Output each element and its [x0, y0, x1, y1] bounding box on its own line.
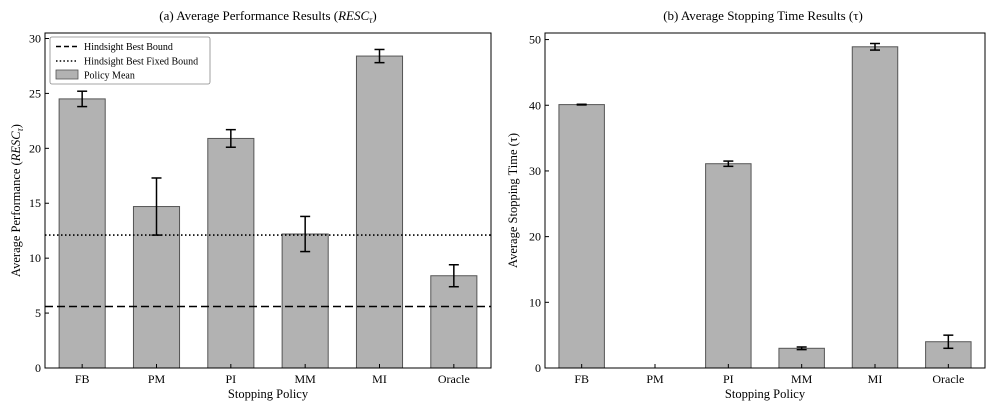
chart-b-bars — [558, 46, 972, 369]
chart-b-y-axis-label: Average Stopping Time (τ) — [506, 133, 520, 268]
chart-b-error-bars — [576, 42, 954, 351]
chart-b-y-tick-label: 10 — [529, 295, 541, 309]
chart-b-x-tick-label: MI — [868, 372, 883, 386]
chart-b-y-ticks: 0 10 20 30 40 50 — [529, 33, 549, 375]
chart-a-bar-mm — [281, 233, 329, 369]
chart-b-bar-mi — [851, 46, 899, 369]
chart-b-x-axis-label: Stopping Policy — [725, 387, 806, 401]
chart-b: (b) Average Stopping Time Results (τ) 0 1… — [506, 8, 986, 401]
chart-a-x-axis-label: Stopping Policy — [228, 387, 309, 401]
chart-a-bars — [58, 55, 478, 369]
chart-a-error-bar-pi — [225, 128, 236, 148]
legend-label-policy-mean: Policy Mean — [84, 71, 135, 82]
chart-a-x-ticks: FB PM PI MM MI Oracle — [75, 364, 470, 386]
legend-bar-swatch — [55, 69, 79, 80]
chart-b-x-ticks: FB PM PI MM MI Oracle — [574, 364, 964, 386]
chart-b-x-tick-label: FB — [574, 372, 589, 386]
chart-a-y-tick-label: 20 — [29, 141, 41, 155]
chart-a-y-tick-label: 0 — [35, 361, 41, 375]
legend-frame — [49, 36, 211, 85]
chart-a-bar-fb — [58, 98, 106, 369]
chart-b-y-tick-label: 50 — [529, 33, 541, 47]
chart-a-y-tick-label: 10 — [29, 251, 41, 265]
chart-b-y-tick-label: 0 — [535, 361, 541, 375]
chart-b-axes-frame — [544, 32, 986, 369]
chart-b-y-tick-label: 40 — [529, 98, 541, 112]
chart-a-error-bar-mi — [374, 48, 385, 64]
legend-label-hindsight-best-fixed-bound: Hindsight Best Fixed Bound — [84, 57, 198, 68]
chart-b-bar-fb — [558, 104, 605, 369]
chart-b-x-tick-label: PM — [646, 372, 664, 386]
chart-a-bar-oracle — [430, 275, 478, 369]
chart-a-y-tick-label: 25 — [29, 86, 41, 100]
chart-a-legend: Hindsight Best Bound Hindsight Best Fixe… — [49, 36, 211, 85]
chart-b-bar-pi — [705, 163, 752, 369]
chart-a-bar-pi — [207, 137, 255, 369]
chart-a-error-bar-mm — [300, 215, 311, 253]
chart-b-error-bar-oracle — [943, 334, 954, 350]
chart-a-reference-lines — [45, 234, 491, 308]
chart-b-y-tick-label: 20 — [529, 230, 541, 244]
chart-b-error-bar-fb — [576, 103, 587, 106]
chart-a-error-bars — [77, 48, 459, 288]
chart-a-title: (a) Average Performance Results (RESCτ) — [159, 8, 376, 25]
chart-a: (a) Average Performance Results (RESCτ) … — [9, 8, 492, 401]
chart-a-bar-mi — [355, 55, 404, 369]
chart-b-x-tick-label: PI — [723, 372, 734, 386]
chart-b-y-tick-label: 30 — [529, 164, 541, 178]
chart-a-y-axis-label: Average Performance (RESCτ) — [9, 124, 25, 277]
legend-label-hindsight-best-bound: Hindsight Best Bound — [84, 42, 173, 53]
chart-a-y-tick-label: 30 — [29, 31, 41, 45]
chart-a-x-tick-label: MI — [372, 372, 387, 386]
chart-a-error-bar-fb — [77, 90, 88, 108]
chart-b-error-bar-mm — [796, 346, 807, 351]
chart-a-error-bar-oracle — [448, 264, 459, 288]
chart-b-x-tick-label: MM — [791, 372, 813, 386]
chart-b-title: (b) Average Stopping Time Results (τ) — [663, 8, 863, 23]
chart-a-x-tick-label: PM — [148, 372, 166, 386]
chart-b-error-bar-pi — [723, 160, 734, 168]
chart-a-x-tick-label: PI — [225, 372, 236, 386]
chart-b-x-tick-label: Oracle — [932, 372, 964, 386]
chart-a-y-tick-label: 5 — [35, 306, 41, 320]
chart-a-x-tick-label: MM — [294, 372, 316, 386]
chart-a-y-tick-label: 15 — [29, 196, 41, 210]
chart-a-y-ticks: 0 5 10 15 20 25 30 — [29, 31, 49, 375]
chart-b-error-bar-mi — [870, 42, 880, 51]
chart-a-x-tick-label: FB — [75, 372, 90, 386]
chart-a-x-tick-label: Oracle — [438, 372, 470, 386]
chart-a-axes-frame — [44, 32, 492, 369]
